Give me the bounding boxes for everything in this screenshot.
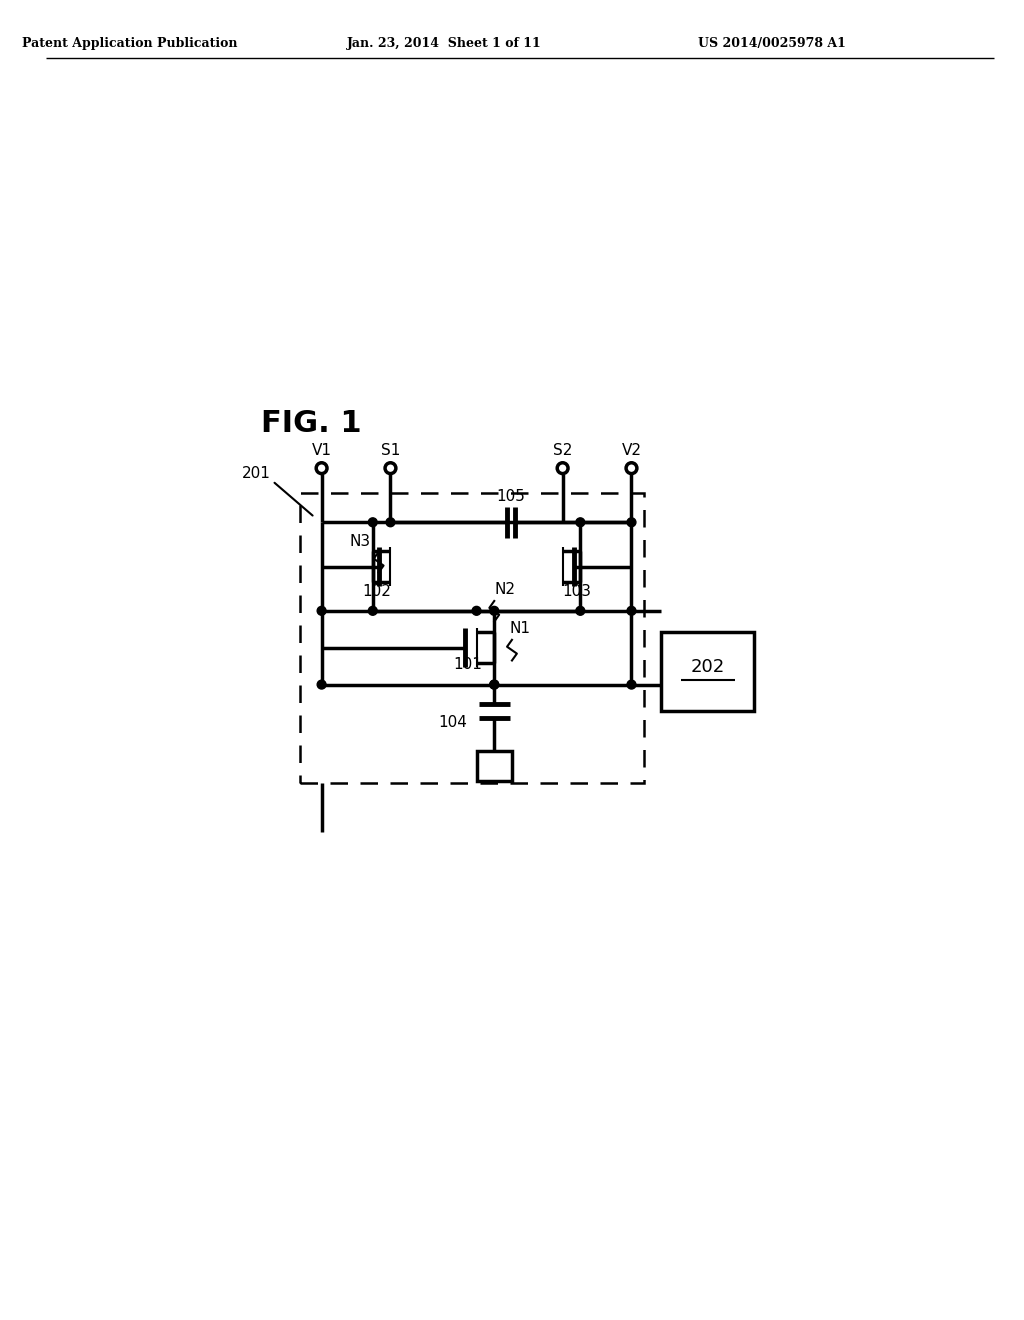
Bar	[476, 751, 512, 781]
Text: 104: 104	[438, 715, 467, 730]
Text: Jan. 23, 2014  Sheet 1 of 11: Jan. 23, 2014 Sheet 1 of 11	[347, 37, 542, 50]
Text: S2: S2	[553, 444, 572, 458]
Text: 202: 202	[690, 657, 725, 676]
Text: V1: V1	[311, 444, 332, 458]
Circle shape	[489, 680, 499, 689]
Text: FIG. 1: FIG. 1	[261, 409, 361, 438]
Text: 101: 101	[454, 657, 482, 672]
Text: US 2014/0025978 A1: US 2014/0025978 A1	[698, 37, 846, 50]
Circle shape	[317, 680, 326, 689]
Circle shape	[386, 517, 395, 527]
Circle shape	[557, 463, 568, 474]
Circle shape	[489, 606, 499, 615]
Circle shape	[369, 606, 377, 615]
Text: N3: N3	[349, 535, 371, 549]
Circle shape	[627, 517, 636, 527]
Text: 102: 102	[362, 583, 391, 599]
Text: 201: 201	[242, 466, 270, 480]
Circle shape	[385, 463, 396, 474]
Circle shape	[626, 463, 637, 474]
Circle shape	[317, 606, 326, 615]
Text: 105: 105	[497, 490, 525, 504]
Circle shape	[316, 463, 327, 474]
Bar	[662, 632, 755, 711]
Text: V2: V2	[622, 444, 641, 458]
Circle shape	[369, 517, 377, 527]
Circle shape	[627, 680, 636, 689]
Circle shape	[627, 606, 636, 615]
Circle shape	[575, 606, 585, 615]
Circle shape	[575, 517, 585, 527]
Text: N2: N2	[495, 582, 515, 597]
Text: S1: S1	[381, 444, 400, 458]
Text: 103: 103	[562, 583, 591, 599]
Circle shape	[472, 606, 481, 615]
Text: N1: N1	[509, 620, 530, 635]
Text: Patent Application Publication: Patent Application Publication	[23, 37, 238, 50]
Circle shape	[489, 680, 499, 689]
